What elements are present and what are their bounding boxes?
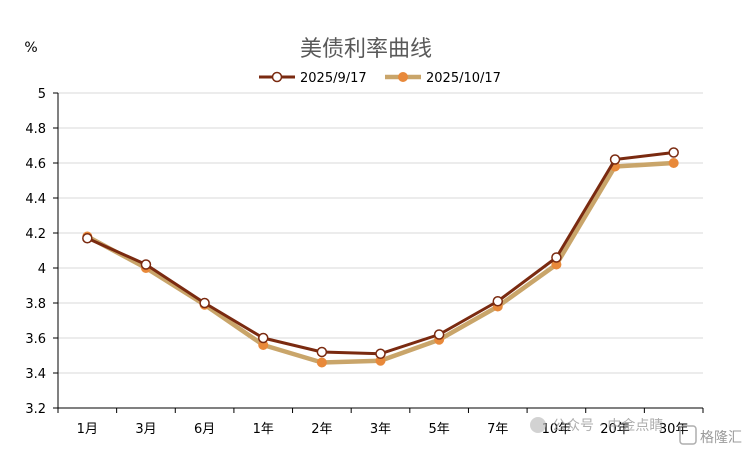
x-tick-label: 3年 (370, 422, 391, 437)
watermark-brand-text: 格隆汇 (700, 430, 742, 446)
series-2025/9/17 (82, 147, 679, 359)
legend-label: 2025/9/17 (300, 71, 367, 86)
series-line (86, 151, 674, 356)
y-tick-label: 4.8 (25, 122, 46, 137)
x-tick-label: 1年 (253, 422, 274, 437)
data-point (492, 296, 504, 307)
legend-marker (271, 71, 283, 83)
chart-title: 美债利率曲线 (300, 37, 432, 62)
x-tick-label: 1月 (77, 422, 98, 437)
series-lines (82, 147, 679, 368)
x-tick-label: 5年 (428, 422, 449, 437)
y-tick-label: 3.4 (25, 367, 46, 382)
data-point (140, 259, 152, 270)
gelonghui-logo-icon (679, 425, 697, 445)
y-tick-label: 4 (38, 262, 46, 277)
legend-marker (398, 72, 408, 82)
data-point (257, 332, 269, 344)
wechat-icon (530, 417, 546, 433)
data-point (375, 348, 386, 359)
y-tick-label: 3.8 (25, 297, 46, 312)
legend-item: 2025/9/17 (259, 71, 367, 86)
y-axis-ticks: 3.2 3.4 3.6 3.8 4 4.2 4.4 4.6 4.8 5 (25, 87, 58, 417)
data-point (199, 297, 210, 309)
data-point (433, 329, 445, 340)
data-point (609, 154, 621, 165)
y-tick-label: 5 (38, 87, 46, 102)
chart-legend: 2025/9/17 2025/10/17 (259, 71, 501, 86)
data-point (316, 346, 328, 358)
series-line (86, 160, 674, 365)
y-tick-label: 4.6 (25, 157, 46, 172)
x-tick-label: 6月 (194, 422, 215, 437)
data-point (551, 252, 562, 263)
y-tick-label: 4.4 (25, 192, 46, 207)
watermark-text: 公众号 · 中金点睛 (552, 418, 663, 434)
legend-label: 2025/10/17 (426, 71, 501, 86)
y-tick-label: 3.2 (25, 402, 46, 417)
y-tick-label: 3.6 (25, 332, 46, 347)
data-point (668, 158, 679, 168)
x-tick-label: 20年 (600, 422, 630, 437)
data-point (668, 147, 679, 158)
axes (57, 93, 703, 409)
gridlines (58, 92, 703, 374)
x-tick-label: 10年 (542, 422, 572, 437)
x-tick-label: 2年 (311, 422, 332, 437)
x-tick-label: 3月 (135, 422, 156, 437)
data-point (316, 357, 327, 368)
y-tick-label: 4.2 (25, 227, 46, 242)
legend-item: 2025/10/17 (385, 71, 501, 86)
x-tick-label: 7年 (487, 422, 508, 437)
series-2025/10/17 (82, 158, 679, 368)
y-axis-unit-label: % (24, 40, 37, 56)
data-point (82, 233, 93, 244)
x-axis-ticks: 1月 3月 6月 1年 2年 3年 5年 7年 10年 20年 30年 (57, 408, 704, 437)
